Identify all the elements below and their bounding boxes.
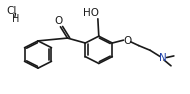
Text: O: O bbox=[123, 36, 131, 46]
Text: Cl: Cl bbox=[7, 6, 17, 16]
Text: O: O bbox=[55, 16, 63, 26]
Text: HO: HO bbox=[83, 8, 99, 18]
Text: H: H bbox=[12, 14, 19, 24]
Text: N: N bbox=[159, 53, 166, 63]
